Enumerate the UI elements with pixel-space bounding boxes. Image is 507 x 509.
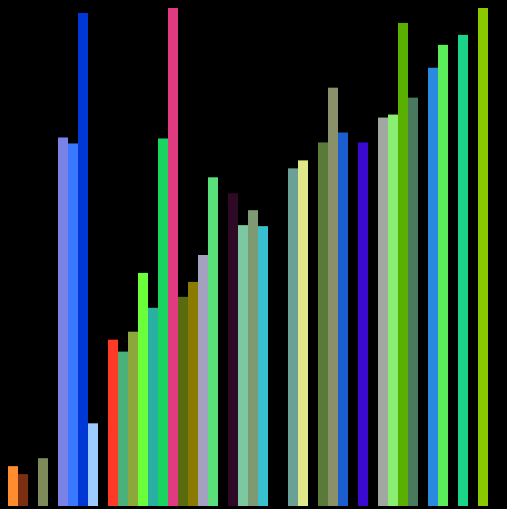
bar-14 xyxy=(148,307,158,506)
bar-39 xyxy=(398,22,408,506)
bar-0 xyxy=(8,466,18,506)
bar-10 xyxy=(108,339,118,506)
bar-11 xyxy=(118,351,128,506)
bar-33 xyxy=(338,132,348,506)
bar-24 xyxy=(248,210,258,507)
bar-1 xyxy=(18,474,28,506)
bar-43 xyxy=(438,44,448,507)
bar-29 xyxy=(298,160,308,506)
bar-42 xyxy=(428,67,438,506)
bar-18 xyxy=(188,281,198,506)
bar-7 xyxy=(78,12,88,506)
bar-3 xyxy=(38,458,48,506)
bar-37 xyxy=(378,117,388,506)
bar-31 xyxy=(318,142,328,506)
bar-47 xyxy=(478,8,488,506)
bar-20 xyxy=(208,177,218,506)
bar-32 xyxy=(328,87,338,507)
bar-13 xyxy=(138,272,148,506)
bar-12 xyxy=(128,331,138,506)
bar-8 xyxy=(88,423,98,506)
bar-25 xyxy=(258,226,268,506)
bar-28 xyxy=(288,168,298,506)
bar-16 xyxy=(168,8,178,506)
bar-38 xyxy=(388,114,398,507)
bar-5 xyxy=(58,137,68,507)
bar-series xyxy=(8,8,488,507)
bar-22 xyxy=(228,193,238,507)
bar-17 xyxy=(178,296,188,506)
bar-19 xyxy=(198,255,208,506)
bar-15 xyxy=(158,138,168,506)
bar-40 xyxy=(408,97,418,506)
bar-45 xyxy=(458,34,468,506)
bar-23 xyxy=(238,225,248,507)
bar-35 xyxy=(358,142,368,506)
bar-6 xyxy=(68,143,78,506)
